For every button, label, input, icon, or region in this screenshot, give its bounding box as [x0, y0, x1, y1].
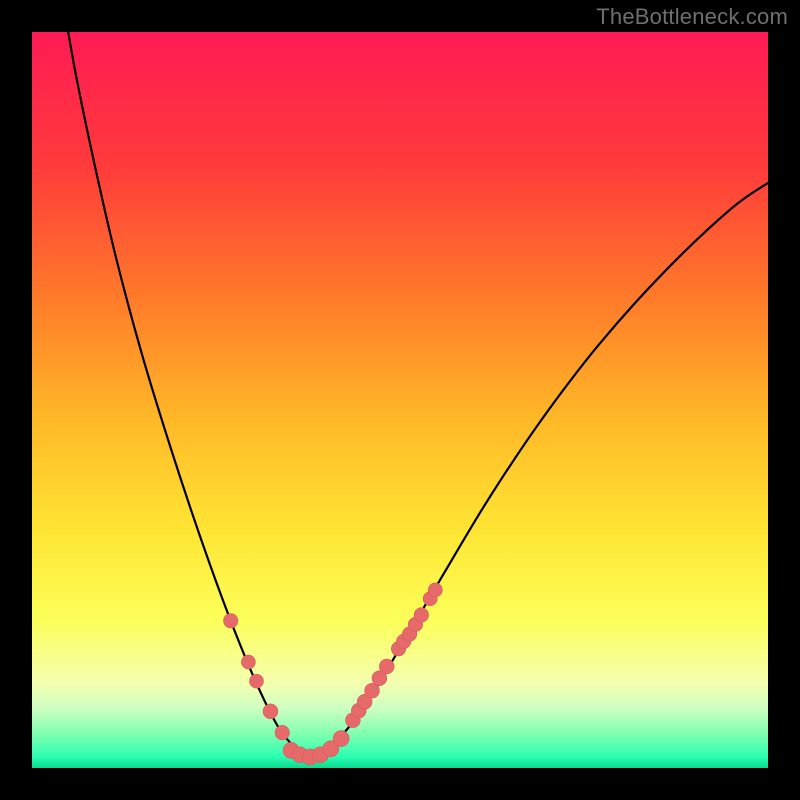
watermark-text: TheBottleneck.com — [596, 4, 788, 30]
data-marker — [249, 674, 263, 688]
plot-background — [32, 32, 768, 768]
data-marker — [224, 614, 238, 628]
data-marker — [333, 731, 349, 747]
data-marker — [379, 659, 394, 674]
data-marker — [414, 608, 428, 622]
data-marker — [275, 725, 289, 739]
bottleneck-curve-chart — [0, 0, 800, 800]
data-marker — [428, 583, 442, 597]
data-marker — [263, 704, 278, 719]
data-marker — [241, 655, 255, 669]
